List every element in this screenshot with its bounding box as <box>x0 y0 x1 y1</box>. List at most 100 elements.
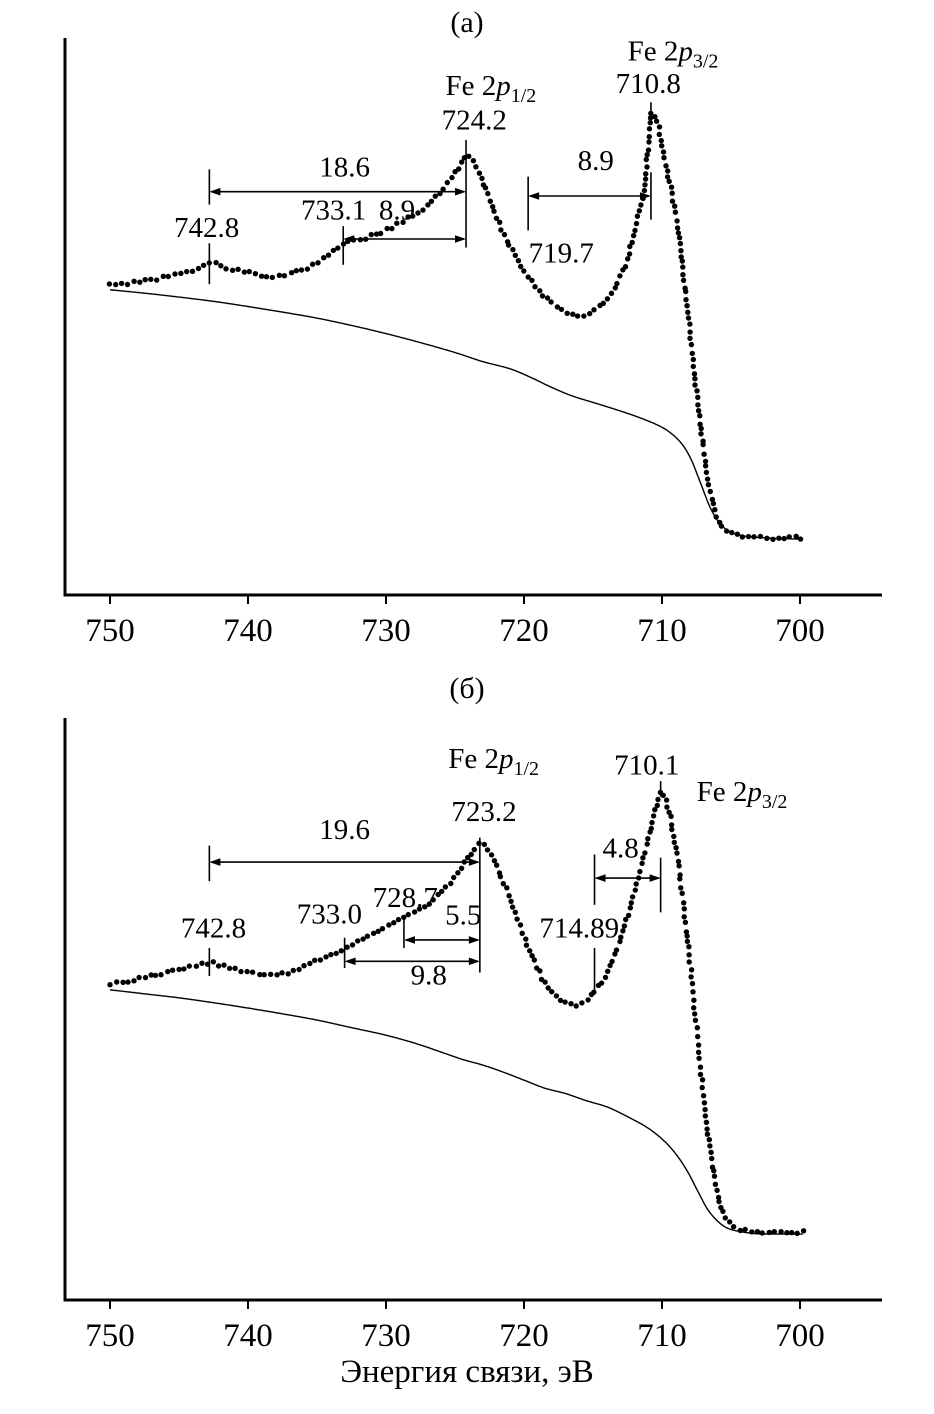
spectrum-dot <box>652 807 658 813</box>
spectrum-dot <box>646 139 652 145</box>
spectrum-dot <box>466 153 472 159</box>
spectrum-dot <box>656 124 663 130</box>
spectrum-dot <box>411 909 418 915</box>
spectrum-dot <box>405 911 411 918</box>
spectrum-dot <box>711 1168 717 1174</box>
spectrum-dot <box>701 451 707 457</box>
x-tick-label: 710 <box>637 613 687 649</box>
spectrum-dot <box>515 258 522 264</box>
spectrum-dot <box>709 1155 715 1162</box>
annotation-label: 5.5 <box>445 899 481 931</box>
spectrum-dot <box>131 978 137 984</box>
arrowhead-left <box>209 858 221 866</box>
spectrum-dot <box>696 1055 702 1062</box>
spectrum-dot <box>614 280 620 287</box>
spectrum-dots <box>107 789 807 1237</box>
spectrum-dot <box>648 825 654 832</box>
spectrum-dot <box>702 1106 708 1113</box>
spectrum-dot <box>704 1126 710 1132</box>
spectrum-dot <box>537 288 543 294</box>
spectrum-dot <box>527 948 533 954</box>
spectrum-dot <box>688 974 694 980</box>
spectrum-dot <box>636 208 642 214</box>
spectrum-dot <box>642 176 649 182</box>
spectrum-dot <box>715 1194 722 1201</box>
spectrum-dot <box>659 143 665 149</box>
spectrum-dot <box>695 1049 702 1056</box>
spectrum-dot <box>699 1077 706 1083</box>
spectrum-dot <box>630 232 637 239</box>
spectrum-dot <box>473 164 479 170</box>
spectrum-dot <box>184 268 190 275</box>
spectrum-dot <box>712 507 718 513</box>
spectrum-dot <box>425 202 431 208</box>
spectrum-dot <box>669 198 676 204</box>
spectrum-dot <box>658 137 664 144</box>
spectrum-dot <box>430 897 436 903</box>
spectrum-dot <box>468 851 474 858</box>
spectrum-dot <box>666 178 672 185</box>
spectrum-dot <box>672 209 679 215</box>
spectrum-dot <box>325 252 332 258</box>
spectrum-dot <box>697 413 703 419</box>
spectrum-dot <box>702 1113 708 1119</box>
spectrum-dot <box>683 288 689 295</box>
spectrum-dot <box>172 271 178 277</box>
spectrum-dot <box>681 914 687 920</box>
spectrum-dot <box>165 273 171 280</box>
spectrum-dot <box>678 254 684 260</box>
spectrum-dot <box>605 968 611 974</box>
spectrum-dot <box>444 179 450 186</box>
spectrum-dot <box>690 363 696 370</box>
spectrum-dot <box>708 1149 714 1156</box>
spectrum-dot <box>405 214 411 220</box>
spectrum-dot <box>137 279 143 285</box>
spectrum-dot <box>510 246 516 253</box>
spectrum-dot <box>706 1137 712 1143</box>
spectrum-dot <box>554 304 561 310</box>
spectrum-dot <box>686 959 692 965</box>
spectrum-dot <box>165 968 171 975</box>
spectrum-dot <box>415 210 421 216</box>
x-tick-label: 700 <box>775 613 825 649</box>
spectrum-dot <box>669 826 675 833</box>
spectrum-dot <box>321 255 327 261</box>
panel-b-title: (б) <box>449 672 485 705</box>
spectrum-dot <box>521 268 527 274</box>
arrowhead-left <box>343 235 355 243</box>
spectrum-dot <box>384 225 390 232</box>
annotation-label: 9.8 <box>411 960 447 992</box>
spectrum-dot <box>644 152 650 158</box>
spectrum-dot <box>612 285 618 291</box>
spectrum-dot <box>668 184 675 190</box>
spectrum-dot <box>676 235 683 241</box>
annotation-label: 710.1 <box>614 749 679 781</box>
spectrum-dot <box>252 271 259 277</box>
spectrum-dot <box>645 147 652 153</box>
spectrum-dot <box>169 967 176 973</box>
spectrum-dot <box>677 876 683 882</box>
spectrum-dot <box>160 273 166 279</box>
spectrum-dot <box>416 906 423 912</box>
spectrum-dot <box>683 297 689 303</box>
spectrum-dot <box>674 850 680 856</box>
spectrum-dot <box>118 280 125 287</box>
spectrum-dot <box>549 989 555 995</box>
spectrum-dot <box>691 997 697 1003</box>
spectrum-dot <box>633 220 640 227</box>
spectrum-dot <box>514 916 520 922</box>
spectrum-dot <box>312 957 318 963</box>
spectrum-dot <box>401 914 407 920</box>
spectrum-dot <box>686 944 692 950</box>
spectrum-dot <box>113 281 119 288</box>
annotation-label: 733.1 <box>301 195 366 227</box>
arrowhead-left <box>209 187 221 196</box>
spectrum-dot <box>639 860 645 867</box>
spectrum-dot <box>642 850 648 856</box>
spectrum-dot <box>136 974 142 981</box>
spectrum-dot <box>426 901 432 907</box>
spectrum-dot <box>685 315 692 321</box>
spectrum-dot <box>707 488 713 495</box>
